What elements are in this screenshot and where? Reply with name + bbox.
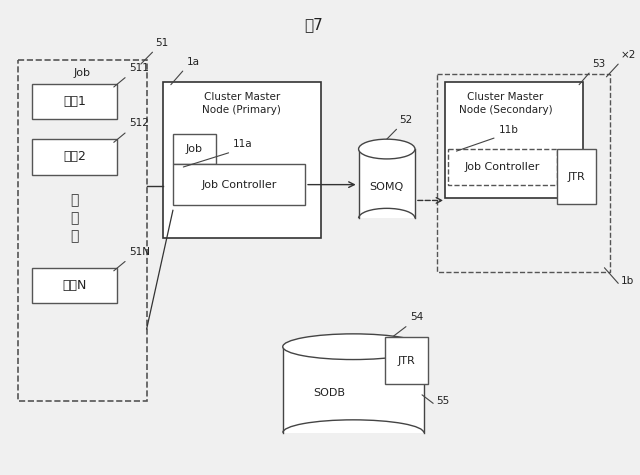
Text: 処理2: 処理2	[63, 151, 86, 163]
Ellipse shape	[283, 334, 424, 360]
Text: 11b: 11b	[499, 125, 518, 135]
FancyBboxPatch shape	[437, 74, 611, 272]
FancyBboxPatch shape	[448, 149, 557, 185]
FancyBboxPatch shape	[163, 82, 321, 238]
Text: 511: 511	[129, 63, 149, 73]
Text: 51N: 51N	[129, 247, 150, 257]
FancyBboxPatch shape	[32, 267, 118, 303]
Text: Job: Job	[74, 68, 91, 78]
Text: Job Controller: Job Controller	[202, 180, 276, 190]
Text: 1a: 1a	[186, 57, 200, 67]
FancyBboxPatch shape	[32, 84, 118, 119]
FancyBboxPatch shape	[358, 149, 415, 218]
Text: 処理1: 処理1	[63, 95, 86, 108]
Text: 処理N: 処理N	[63, 279, 87, 292]
Ellipse shape	[358, 139, 415, 159]
Text: Cluster Master
Node (Primary): Cluster Master Node (Primary)	[202, 92, 282, 115]
Text: 55: 55	[436, 396, 450, 406]
Text: Job Controller: Job Controller	[465, 162, 540, 172]
Text: 51: 51	[156, 38, 169, 48]
FancyBboxPatch shape	[32, 139, 118, 175]
Text: ・
・
・: ・ ・ ・	[70, 193, 79, 244]
Text: SODB: SODB	[314, 388, 346, 398]
Text: JTR: JTR	[397, 356, 415, 366]
Text: 54: 54	[410, 312, 423, 322]
FancyBboxPatch shape	[283, 347, 424, 433]
Text: 図7: 図7	[305, 17, 323, 32]
FancyBboxPatch shape	[19, 60, 147, 401]
Text: ×2: ×2	[621, 50, 636, 60]
FancyBboxPatch shape	[173, 134, 216, 164]
FancyBboxPatch shape	[557, 149, 596, 204]
Text: 53: 53	[592, 59, 605, 69]
FancyBboxPatch shape	[445, 82, 583, 199]
Text: JTR: JTR	[568, 172, 585, 182]
Text: Cluster Master
Node (Secondary): Cluster Master Node (Secondary)	[459, 92, 552, 115]
Text: 52: 52	[399, 115, 413, 125]
FancyBboxPatch shape	[385, 337, 428, 384]
Text: SOMQ: SOMQ	[370, 181, 404, 191]
Text: 11a: 11a	[233, 139, 253, 149]
Text: 1b: 1b	[621, 276, 634, 286]
Text: Job: Job	[186, 144, 203, 154]
FancyBboxPatch shape	[173, 164, 305, 205]
Text: 512: 512	[129, 118, 149, 128]
